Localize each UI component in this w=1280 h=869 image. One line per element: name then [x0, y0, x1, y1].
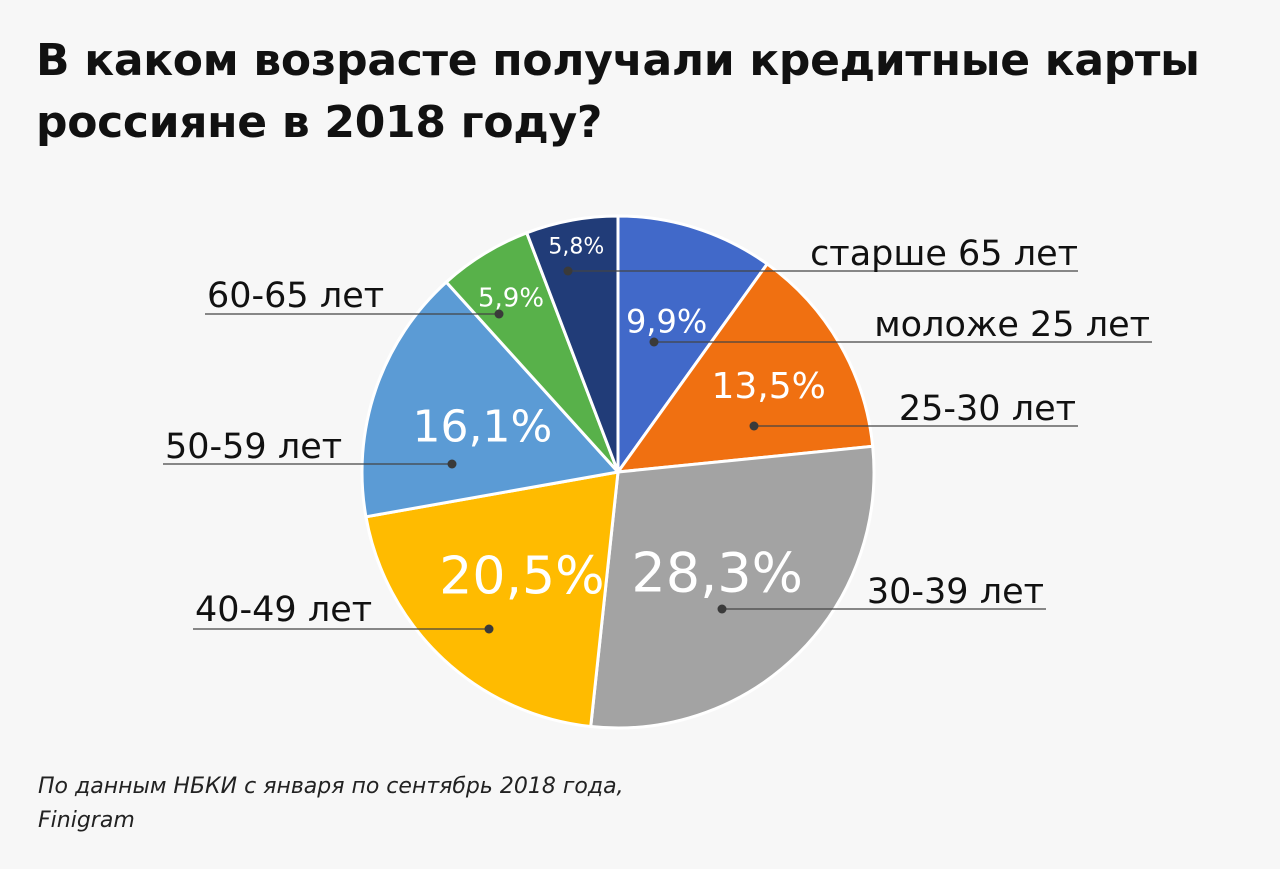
pie-slice-2: [614, 261, 875, 474]
leader-dot-4: [484, 624, 494, 634]
pie-value-label-3: 28,3%: [631, 541, 803, 604]
pie-category-labels: моложе 25 лет 25-30 лет 30-39 лет 40-49 лет…: [165, 234, 1150, 630]
pie-value-labels: 9,9%13,5% 28,3% 20,5% 16,1% 5,9%5,8%: [413, 234, 826, 606]
pie-slice-1: [616, 214, 770, 477]
category-label-1: моложе 25 лет: [874, 305, 1150, 345]
category-label-3: 30-39 лет: [867, 572, 1044, 612]
category-label-2: 25-30 лет: [899, 389, 1076, 429]
category-label-4: 40-49 лет: [195, 590, 372, 630]
source-note: По данным НБКИ с января по сентябрь 2018…: [38, 770, 838, 838]
leader-dot-7: [563, 266, 573, 276]
leader-dot-5: [447, 459, 457, 469]
pie-value-label-1: 9,9%: [626, 302, 707, 340]
pie-value-label-7: 5,8%: [548, 234, 604, 259]
pie-value-label-4: 20,5%: [439, 547, 604, 607]
leader-dot-6: [494, 309, 504, 319]
category-label-6: 60-65 лет: [207, 276, 384, 316]
category-label-5: 50-59 лет: [165, 427, 342, 467]
pie-slices: [360, 214, 876, 730]
category-label-7: старше 65 лет: [810, 234, 1078, 274]
pie-slice-7: [524, 214, 620, 473]
chart-title-line-2: россияне в 2018 году?: [36, 97, 603, 148]
leader-dot-2: [749, 421, 759, 431]
chart-title: В каком возрасте получали кредитные карт…: [36, 30, 1256, 154]
pie-slice-5: [360, 279, 621, 519]
pie-value-label-6: 5,9%: [478, 284, 544, 314]
pie-value-label-2: 13,5%: [712, 366, 826, 407]
pie-slice-3: [589, 444, 876, 730]
source-line-1: По данным НБКИ с января по сентябрь 2018…: [38, 774, 624, 799]
pie-slice-4: [364, 470, 620, 729]
pie-leader-lines: [163, 266, 1152, 634]
leader-dot-1: [649, 337, 659, 347]
source-line-2: Finigram: [38, 808, 135, 833]
pie-value-label-5: 16,1%: [413, 401, 553, 452]
chart-title-line-1: В каком возрасте получали кредитные карт…: [36, 35, 1200, 86]
leader-dot-3: [717, 604, 727, 614]
